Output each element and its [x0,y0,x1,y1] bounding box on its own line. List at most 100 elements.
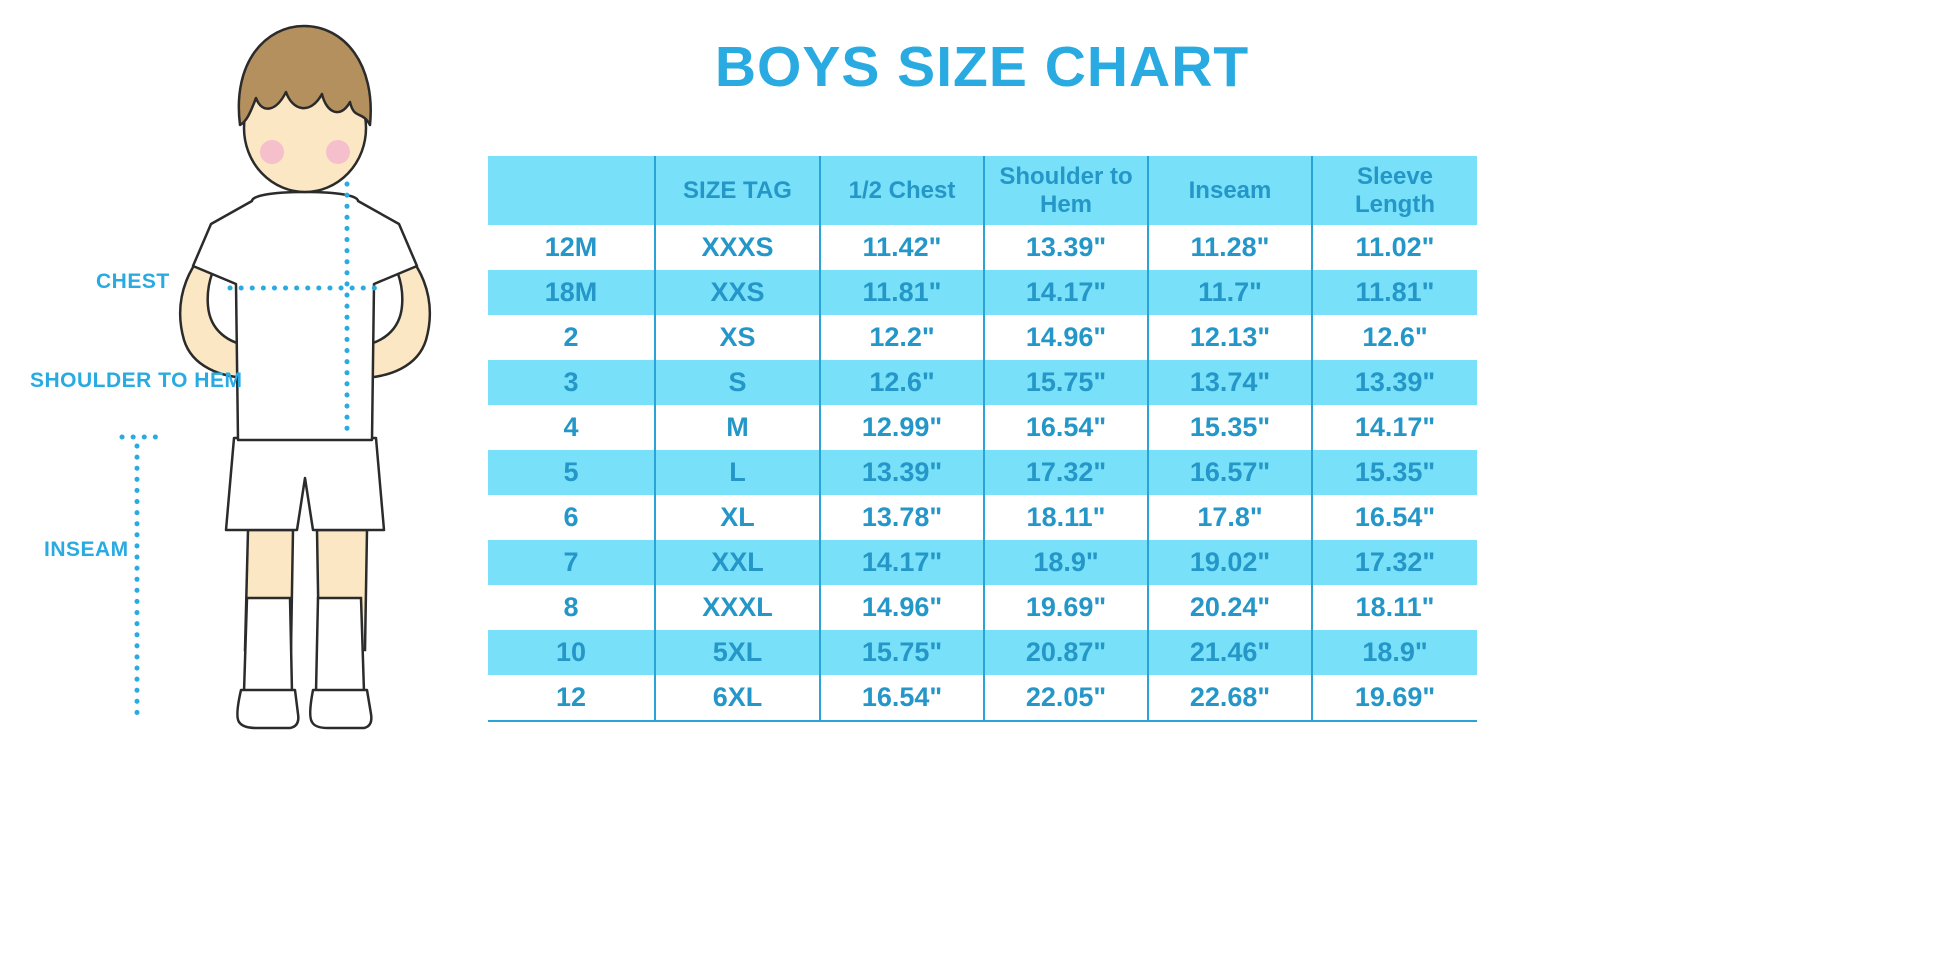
page-title: BOYS SIZE CHART [714,35,1250,99]
value-cell: M [654,405,820,450]
value-cell: 14.17" [983,270,1148,315]
value-cell: 11.28" [1147,225,1312,270]
size-chart-table: SIZE TAG 1/2 Chest Shoulder to Hem Insea… [488,156,1477,722]
size-cell: 12 [488,675,655,722]
value-cell: 20.24" [1147,585,1312,630]
value-cell: XXS [654,270,820,315]
value-cell: 18.9" [983,540,1148,585]
value-cell: 13.39" [983,225,1148,270]
value-cell: 12.13" [1147,315,1312,360]
size-cell: 12M [544,232,598,262]
value-cell: 15.75" [819,630,984,675]
value-cell: 16.54" [819,675,984,722]
value-cell: 13.39" [1311,360,1477,405]
size-cell: 6 [563,502,579,532]
size-cell: 10 [488,630,655,675]
value-cell: 22.05" [983,675,1148,722]
column-header-sleeve-length: Sleeve Length [1311,156,1477,225]
value-cell: 6XL [654,675,820,722]
table-row: 2 XS 12.2" 14.96" 12.13" 12.6" [488,315,1477,360]
column-header-size [488,156,655,225]
value-cell: 18.11" [983,495,1148,540]
value-cell: 11.42" [819,225,984,270]
value-cell: 11.02" [1311,225,1477,270]
value-cell: 19.69" [1311,675,1477,722]
shorts [224,436,386,532]
left-sock [242,596,294,694]
table-row: 4 M 12.99" 16.54" 15.35" 14.17" [488,405,1477,450]
value-cell: 14.17" [819,540,984,585]
value-cell: 16.54" [983,405,1148,450]
shoulder-to-hem-label: SHOULDER TO HEM [30,369,243,392]
value-cell: 19.69" [983,585,1148,630]
size-cell: 5 [488,450,655,495]
value-cell: 15.35" [1147,405,1312,450]
right-sock [314,596,366,694]
right-cheek [326,140,350,164]
right-shoe [309,688,373,730]
table-row: 12 6XL 16.54" 22.05" 22.68" 19.69" [488,675,1477,722]
value-cell: 15.35" [1311,450,1477,495]
value-cell: 11.7" [1147,270,1312,315]
value-cell: 20.87" [983,630,1148,675]
value-cell: 16.54" [1311,495,1477,540]
tshirt [191,190,419,442]
value-cell: 17.32" [983,450,1148,495]
value-cell: 18.11" [1311,585,1477,630]
chest-label: CHEST [96,270,170,293]
hair [237,24,372,127]
table-row: 12M XXXS 11.42" 13.39" 11.28" 11.02" [488,225,1477,270]
value-cell: 11.81" [819,270,984,315]
column-header-inseam: Inseam [1147,156,1312,225]
value-cell: 16.57" [1147,450,1312,495]
value-cell: 12.2" [819,315,984,360]
size-chart-header: SIZE TAG 1/2 Chest Shoulder to Hem Insea… [488,156,1477,225]
inseam-label: INSEAM [44,538,129,561]
value-cell: 15.75" [983,360,1148,405]
value-cell: XXXS [654,225,820,270]
value-cell: 17.32" [1311,540,1477,585]
value-cell: XS [654,315,820,360]
size-cell: 7 [488,540,655,585]
size-chart-body: 12M XXXS 11.42" 13.39" 11.28" 11.02" 18M XXS 11.… [488,225,1477,722]
column-header-size-tag: SIZE TAG [654,156,820,225]
value-cell: 14.96" [983,315,1148,360]
boy-measurement-illustration [119,24,431,730]
size-cell: 8 [563,592,579,622]
value-cell: 5XL [654,630,820,675]
value-cell: 18.9" [1311,630,1477,675]
value-cell: 12.6" [1311,315,1477,360]
table-row: 18M XXS 11.81" 14.17" 11.7" 11.81" [488,270,1477,315]
table-row: 5 L 13.39" 17.32" 16.57" 15.35" [488,450,1477,495]
value-cell: 13.78" [819,495,984,540]
size-cell: 2 [563,322,579,352]
value-cell: L [654,450,820,495]
value-cell: 17.8" [1147,495,1312,540]
value-cell: 14.96" [819,585,984,630]
header-row: SIZE TAG 1/2 Chest Shoulder to Hem Insea… [488,156,1477,225]
value-cell: 19.02" [1147,540,1312,585]
value-cell: 21.46" [1147,630,1312,675]
value-cell: XXXL [654,585,820,630]
table-row: 8 XXXL 14.96" 19.69" 20.24" 18.11" [488,585,1477,630]
value-cell: XXL [654,540,820,585]
value-cell: 13.74" [1147,360,1312,405]
table-row: 6 XL 13.78" 18.11" 17.8" 16.54" [488,495,1477,540]
value-cell: S [654,360,820,405]
value-cell: 22.68" [1147,675,1312,722]
value-cell: 12.99" [819,405,984,450]
column-header-half-chest: 1/2 Chest [819,156,984,225]
left-shoe [236,688,300,730]
table-row: 7 XXL 14.17" 18.9" 19.02" 17.32" [488,540,1477,585]
left-cheek [260,140,284,164]
table-row: 3 S 12.6" 15.75" 13.74" 13.39" [488,360,1477,405]
value-cell: 14.17" [1311,405,1477,450]
value-cell: 12.6" [819,360,984,405]
value-cell: 11.81" [1311,270,1477,315]
value-cell: 13.39" [819,450,984,495]
column-header-shoulder-to-hem: Shoulder to Hem [983,156,1148,225]
size-cell: 3 [488,360,655,405]
size-cell: 4 [563,412,579,442]
size-cell: 18M [488,270,655,315]
